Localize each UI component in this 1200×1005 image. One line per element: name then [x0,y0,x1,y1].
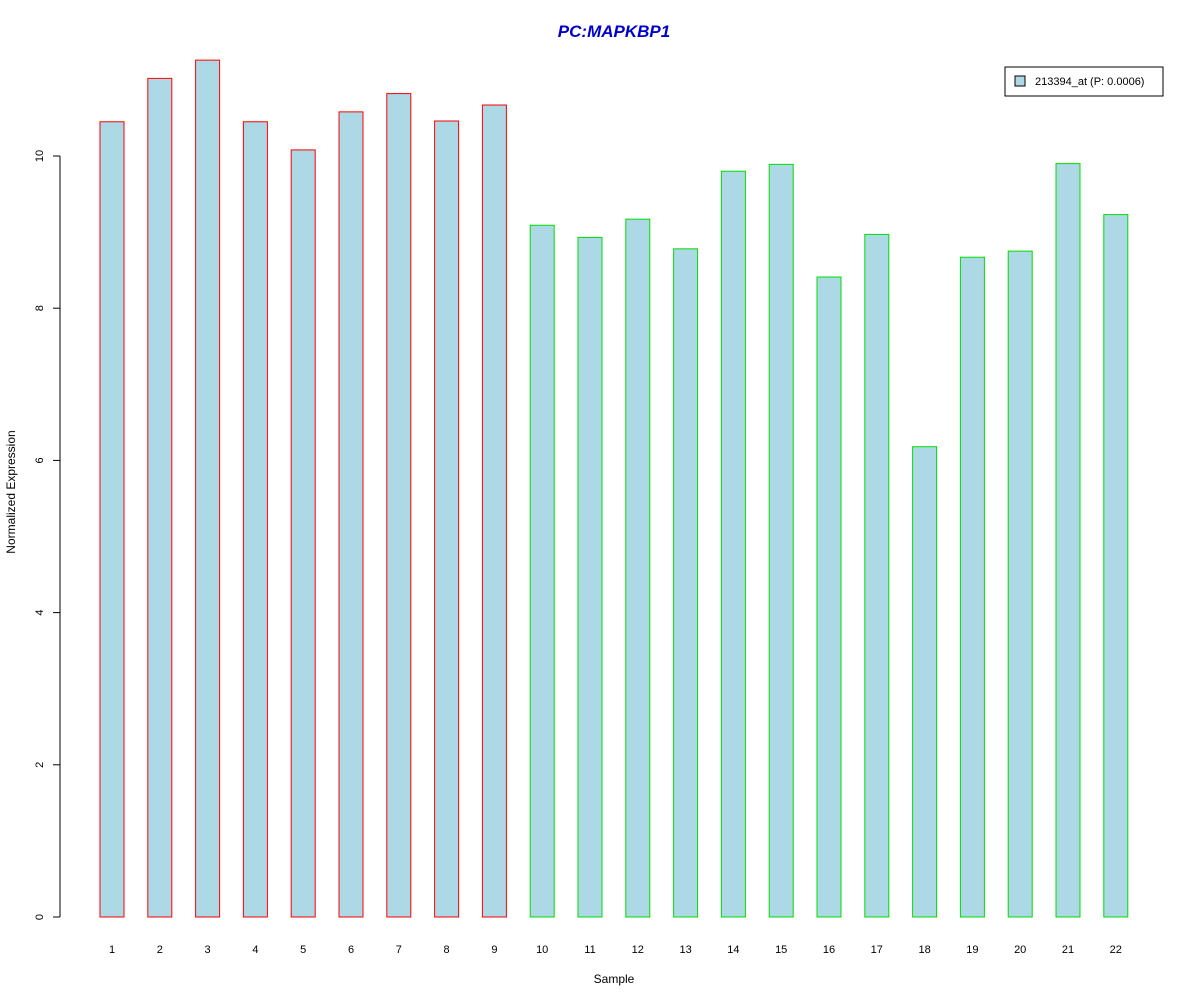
bar-sample-8 [434,120,460,918]
bar-sample-20 [1007,250,1033,918]
x-tick-label: 9 [491,944,497,956]
x-tick-label: 22 [1110,944,1122,956]
x-tick-label: 12 [632,944,644,956]
bar-sample-7 [386,93,412,918]
bar-sample-3 [195,59,221,918]
x-tick-label: 3 [205,944,211,956]
x-tick-label: 15 [775,944,787,956]
bar-sample-6 [338,111,364,918]
bar-sample-1 [99,121,125,918]
bar-sample-5 [290,149,316,918]
bar-sample-10 [529,224,555,918]
bar-sample-19 [959,256,985,918]
bar-sample-12 [625,218,651,918]
chart-title: PC:MAPKBP1 [558,22,670,41]
y-axis-label: Normalized Expression [4,430,18,553]
x-tick-label: 13 [679,944,691,956]
x-tick-label: 10 [536,944,548,956]
x-tick-label: 6 [348,944,354,956]
y-tick-label: 6 [34,457,46,463]
bar-sample-18 [912,446,938,918]
legend: 213394_at (P: 0.0006) [1004,66,1164,97]
bars-group [99,59,1129,918]
x-axis-label: Sample [594,972,635,986]
y-axis: 0 2 4 6 8 10 [34,150,61,920]
x-tick-label: 14 [727,944,739,956]
bar-sample-16 [816,276,842,918]
x-tick-label: 5 [300,944,306,956]
y-tick-label: 10 [34,150,46,162]
x-tick-label: 1 [109,944,115,956]
bar-sample-17 [864,233,890,918]
x-tick-label: 16 [823,944,835,956]
bar-sample-14 [720,170,746,918]
bar-sample-15 [768,163,794,918]
x-tick-label: 8 [444,944,450,956]
legend-swatch [1014,75,1026,87]
bar-sample-22 [1103,214,1129,918]
x-tick-labels: 1 2 3 4 5 6 7 8 9 10 11 12 13 14 15 16 17 18 19 20 21 22 [109,944,1122,956]
x-tick-label: 17 [871,944,883,956]
x-tick-label: 4 [252,944,258,956]
x-tick-label: 21 [1062,944,1074,956]
y-tick-label: 8 [34,305,46,311]
x-tick-label: 2 [157,944,163,956]
bar-sample-11 [577,236,603,918]
bar-sample-21 [1055,163,1081,918]
y-tick-label: 0 [34,914,46,920]
x-tick-label: 19 [966,944,978,956]
y-tick-label: 2 [34,762,46,768]
x-tick-label: 18 [918,944,930,956]
legend-label: 213394_at (P: 0.0006) [1035,76,1144,88]
bar-sample-13 [673,248,699,918]
x-tick-label: 20 [1014,944,1026,956]
y-tick-label: 4 [34,610,46,616]
bar-sample-2 [147,77,173,918]
bar-sample-4 [242,121,268,918]
x-tick-label: 11 [584,944,595,956]
legend-box [1004,66,1164,97]
x-tick-label: 7 [396,944,402,956]
bar-sample-9 [481,104,507,918]
